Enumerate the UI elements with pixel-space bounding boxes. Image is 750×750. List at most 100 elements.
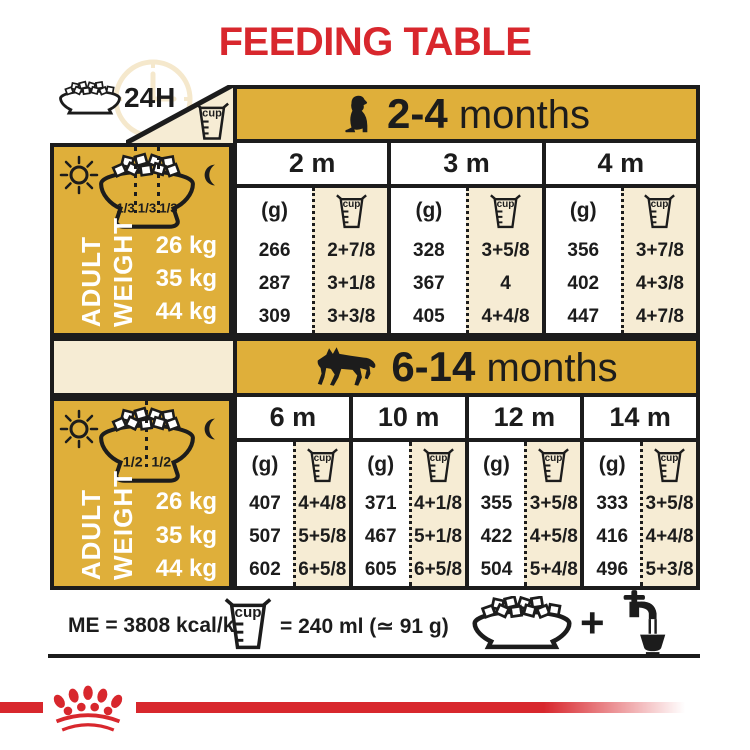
cups-value: 3+5/8 (645, 493, 694, 515)
month-label: 12 m (493, 402, 556, 432)
food-bowl-24h-icon (59, 80, 121, 115)
grams-value: 496 (596, 558, 629, 580)
cups-value: 5+1/8 (414, 526, 463, 547)
grams-subcolumn: (g) 356 402 447 (545, 188, 621, 333)
month-column: 3 m (g) 328 367 405 cup 3+5/8 4 (387, 143, 542, 333)
grams-unit-label: (g) (251, 453, 279, 476)
month-header: 14 m (584, 397, 696, 442)
cups-value: 5+3/8 (645, 558, 694, 580)
adult-weight-label: ADULT WEIGHT (76, 470, 139, 580)
cups-value: 4+4/8 (645, 526, 694, 547)
month-column: 4 m (g) 356 402 447 cup 3+7/8 4+3/8 (541, 143, 696, 333)
weight-values: 26 kg 35 kg 44 kg (137, 231, 217, 327)
grams-value: 287 (258, 272, 291, 294)
portion-divider-dots (157, 147, 160, 213)
cups-value: 4+4/8 (481, 305, 530, 327)
adult-weight-label: ADULT WEIGHT (76, 217, 139, 327)
cup-equivalence-label: = 240 ml (≃ 91 g) (280, 615, 449, 638)
measuring-cup-icon: cup (224, 598, 272, 650)
svg-text:cup: cup (651, 198, 669, 209)
svg-text:cup: cup (429, 452, 447, 463)
water-tap-icon (623, 590, 666, 655)
grams-value: 355 (480, 493, 513, 515)
portion-divider-dots (145, 401, 148, 467)
cups-value: 6+5/8 (414, 558, 463, 580)
grams-value: 467 (364, 526, 397, 547)
section-header-6-14-months: 6-14 months (233, 337, 700, 397)
cups-value: 4+5/8 (529, 526, 578, 547)
svg-text:1/3: 1/3 (159, 200, 177, 215)
cups-value: 4+1/8 (414, 493, 463, 515)
weight-value: 26 kg (155, 232, 217, 259)
age-range-label: 6-14 months (391, 343, 618, 390)
svg-text:cup: cup (661, 452, 679, 463)
weight-value: 35 kg (155, 521, 217, 549)
cups-value: 3+5/8 (529, 493, 578, 515)
grams-value: 407 (249, 493, 281, 515)
german-shepherd-icon (317, 347, 376, 386)
page-title: FEEDING TABLE (218, 20, 532, 64)
month-label: 6 m (269, 402, 317, 432)
energy-label: ME = 3808 kcal/kg (68, 614, 248, 637)
footer-rule (48, 654, 700, 658)
grams-value: 602 (249, 558, 281, 580)
grams-subcolumn: (g) 371 467 605 (352, 442, 409, 586)
section-header-2-4-months: 2-4 months (233, 85, 700, 143)
red-stripe-left (0, 702, 43, 713)
grams-value: 328 (413, 239, 445, 261)
weight-value: 35 kg (155, 265, 217, 292)
month-label: 10 m (377, 402, 440, 432)
svg-text:cup: cup (202, 107, 222, 119)
grams-unit-label: (g) (598, 453, 626, 476)
crown-paw-logo (53, 685, 123, 732)
month-header: 3 m (391, 143, 542, 188)
measuring-cup-icon: cup (306, 447, 338, 482)
cups-value: 5+5/8 (298, 526, 347, 547)
grams-value: 356 (567, 239, 600, 261)
cups-subcolumn: cup 3+7/8 4+3/8 4+7/8 (620, 188, 696, 333)
month-label: 3 m (443, 148, 490, 178)
weight-value: 44 kg (155, 298, 217, 325)
hours-label: 24H (124, 82, 176, 113)
grams-unit-label: (g) (367, 453, 395, 476)
cup-unit-cell: cup (469, 188, 541, 234)
month-label: 4 m (597, 148, 645, 178)
grams-value: 605 (364, 558, 397, 580)
grams-value: 333 (596, 493, 629, 515)
grams-unit-label: (g) (483, 453, 510, 476)
grams-value: 405 (413, 305, 445, 327)
svg-text:cup: cup (313, 452, 331, 463)
month-header: 4 m (545, 143, 696, 188)
grams-value: 402 (567, 272, 600, 294)
food-bowl-icon (472, 596, 572, 650)
svg-text:cup: cup (497, 198, 515, 209)
cups-subcolumn: cup 4+1/8 5+1/8 6+5/8 (408, 442, 465, 586)
cups-subcolumn: cup 3+5/8 4 4+4/8 (466, 188, 542, 333)
age-range-label: 2-4 months (387, 90, 590, 137)
moon-icon (204, 418, 215, 440)
month-column: 2 m (g) 266 287 309 cup 2+7/8 3+1/8 (233, 143, 388, 333)
grams-value: 309 (258, 305, 291, 327)
weight-values: 26 kg 35 kg 44 kg (137, 487, 217, 584)
cups-value: 3+7/8 (635, 239, 684, 261)
cups-value: 3+5/8 (481, 239, 530, 261)
cups-value: 2+7/8 (327, 239, 376, 261)
month-header: 6 m (237, 397, 349, 442)
cups-value: 4 (500, 272, 511, 294)
month-header: 2 m (237, 143, 388, 188)
puppy-icon (345, 95, 368, 132)
grams-value: 422 (480, 526, 513, 547)
grams-value: 266 (258, 239, 291, 261)
month-column: 10 m (g) 371 467 605 cup 4+1/8 5+1/ (348, 397, 465, 586)
sun-icon (59, 155, 99, 195)
grams-unit-label: (g) (415, 199, 443, 222)
month-header: 10 m (352, 397, 465, 442)
cup-unit-cell: cup (643, 442, 696, 488)
plus-sign: + (580, 599, 605, 646)
grams-value: 371 (364, 493, 397, 515)
measuring-cup-icon: cup (644, 193, 676, 228)
grams-value: 367 (413, 272, 445, 294)
month-header: 12 m (468, 397, 581, 442)
section-divider (50, 337, 233, 397)
moon-icon (204, 164, 215, 186)
